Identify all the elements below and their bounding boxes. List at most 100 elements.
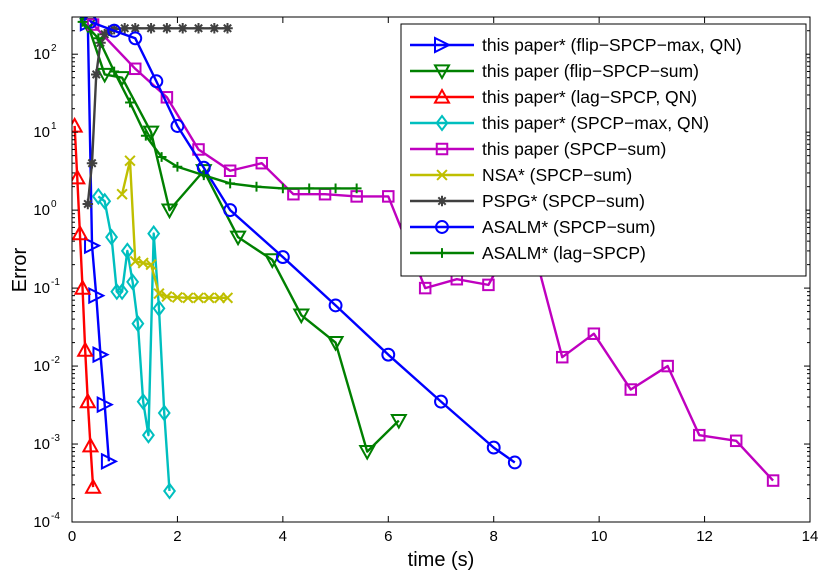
data-point-x-marker [145, 259, 157, 271]
legend-label: this paper (flip−SPCP−sum) [482, 61, 699, 81]
data-point-plus-marker [437, 248, 447, 258]
data-point-plus-marker [156, 152, 167, 162]
y-tick-label: 10 [33, 280, 50, 297]
data-point-triangle-right-marker [434, 36, 452, 54]
data-point-triangle-down-marker [229, 230, 247, 247]
data-point-square-marker [482, 278, 495, 292]
data-point-square-marker [418, 281, 432, 295]
data-point-circle-marker [381, 347, 396, 362]
data-point-triangle-down-marker [292, 308, 311, 325]
data-point-diamond-marker [157, 404, 171, 422]
data-point-plus-marker [225, 178, 236, 189]
data-point-circle-marker [128, 31, 143, 46]
legend-label: this paper (SPCP−sum) [482, 139, 666, 159]
data-point-plus-marker [277, 183, 288, 194]
data-point-circle-marker [170, 119, 185, 133]
data-point-plus-marker [77, 17, 88, 27]
legend-label: this paper* (SPCP−max, QN) [482, 113, 709, 133]
data-point-plus-marker [304, 183, 315, 194]
data-point-triangle-right-marker [100, 452, 119, 470]
data-point-circle-marker [107, 23, 122, 38]
legend-entry: ASALM* (SPCP−sum) [410, 217, 656, 237]
data-point-plus-marker [109, 66, 120, 77]
data-point-star-marker [161, 23, 173, 34]
data-point-square-marker [129, 62, 142, 76]
data-point-circle-marker [275, 250, 290, 265]
data-point-diamond-marker [163, 482, 177, 500]
y-tick-exponent: 1 [51, 121, 57, 132]
series-line [90, 20, 516, 464]
legend-label: ASALM* (SPCP−sum) [482, 217, 656, 237]
axes-layer [71, 16, 811, 523]
y-tick-label: 10 [33, 358, 50, 375]
data-point-diamond-marker [131, 314, 145, 333]
data-point-square-marker [587, 327, 601, 340]
data-point-square-marker [223, 164, 237, 177]
data-point-triangle-up-marker [76, 341, 94, 357]
data-point-diamond-marker [115, 283, 129, 301]
data-point-diamond-marker [98, 192, 112, 210]
data-point-square-marker [693, 428, 706, 442]
series-line [92, 23, 774, 482]
data-point-star-marker [99, 29, 110, 40]
data-point-circle-marker [434, 394, 448, 409]
data-point-star-marker [145, 23, 157, 34]
data-point-triangle-right-marker [84, 237, 102, 255]
data-point-plus-marker [330, 183, 341, 194]
legend-label: this paper* (flip−SPCP−max, QN) [482, 35, 742, 55]
data-point-x-marker [124, 155, 136, 167]
legend-entry: this paper* (SPCP−max, QN) [410, 113, 709, 133]
data-point-star-marker [177, 23, 188, 34]
x-tick-label: 0 [68, 528, 76, 545]
data-point-triangle-down-marker [390, 413, 408, 430]
data-point-plus-marker [172, 161, 183, 172]
data-point-x-marker [203, 292, 215, 304]
series-layer [72, 17, 780, 500]
y-tick-label: 10 [33, 124, 50, 141]
x-tick-label: 2 [173, 528, 181, 545]
data-point-diamond-marker [147, 224, 161, 243]
data-point-diamond-marker [152, 299, 166, 318]
data-point-diamond-marker [435, 114, 449, 132]
data-point-star-marker [436, 195, 448, 207]
x-axis-label: time (s) [408, 549, 475, 571]
data-point-x-marker [182, 292, 194, 304]
data-point-star-marker [82, 198, 94, 210]
data-point-plus-marker [93, 33, 104, 44]
data-point-triangle-up-marker [81, 436, 100, 453]
y-tick-label: 10 [33, 202, 50, 219]
legend-entry: this paper (SPCP−sum) [410, 139, 666, 159]
data-point-x-marker [161, 290, 173, 303]
series-line [86, 24, 400, 453]
series-line [86, 23, 111, 462]
data-point-x-marker [436, 169, 448, 181]
data-point-triangle-up-marker [433, 87, 451, 104]
x-tick-label: 12 [696, 528, 713, 545]
data-point-diamond-marker [141, 426, 155, 444]
data-point-triangle-right-marker [88, 287, 106, 305]
legend-label: PSPG* (SPCP−sum) [482, 191, 645, 211]
data-point-x-marker [171, 291, 184, 303]
series-8 [83, 17, 522, 470]
y-tick-label: 10 [33, 514, 50, 531]
data-point-plus-marker [251, 181, 262, 192]
data-point-star-marker [108, 23, 120, 35]
data-point-square-marker [661, 359, 674, 373]
data-point-square-marker [729, 434, 743, 448]
data-point-diamond-marker [126, 273, 140, 291]
legend-entry: PSPG* (SPCP−sum) [410, 191, 645, 211]
data-point-triangle-right-marker [96, 396, 114, 414]
series-5 [86, 18, 780, 487]
plot-frame [71, 16, 811, 523]
y-tick-exponent: 2 [51, 43, 57, 54]
data-point-triangle-up-marker [72, 168, 86, 185]
data-point-triangle-up-marker [72, 224, 89, 241]
x-tick-label: 10 [591, 528, 608, 545]
data-point-x-marker [153, 287, 165, 300]
data-point-triangle-up-marker [84, 478, 102, 494]
data-point-plus-marker [125, 97, 135, 108]
data-point-plus-marker [351, 183, 362, 194]
data-point-square-marker [382, 190, 395, 203]
